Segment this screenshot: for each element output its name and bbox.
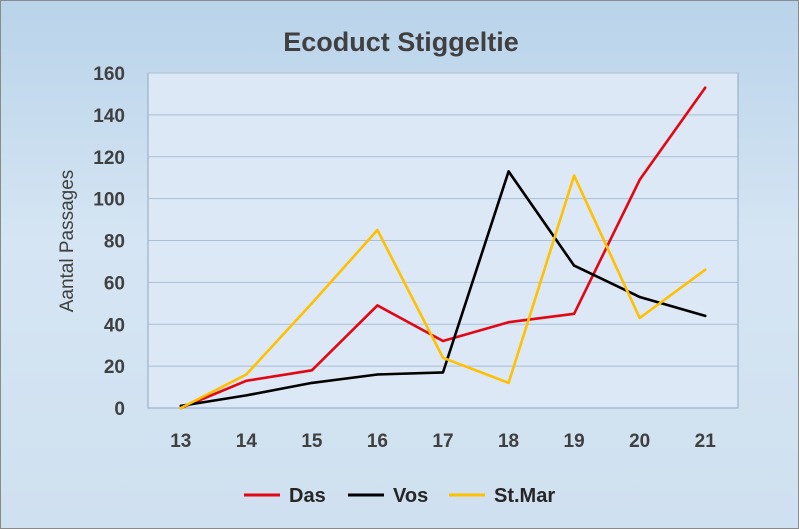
series-2	[179, 174, 707, 410]
data-point	[507, 170, 510, 173]
data-point	[638, 316, 641, 320]
data-point	[704, 314, 707, 318]
data-point	[441, 339, 445, 343]
data-point	[245, 373, 248, 376]
data-point	[441, 356, 445, 359]
x-axis-ticks: 13 14 15 16 17 18 19 20 21	[170, 431, 716, 452]
y-tick-label: 160	[93, 64, 125, 85]
data-point	[704, 268, 707, 272]
data-point	[441, 371, 445, 374]
y-tick-label: 100	[93, 190, 125, 211]
data-point	[310, 369, 314, 372]
y-axis-ticks: 0 20 40 60 80 100 120 140 160	[93, 64, 125, 420]
data-point	[572, 174, 576, 177]
data-point	[704, 86, 707, 89]
x-tick-label: 14	[236, 431, 258, 452]
y-tick-label: 60	[104, 273, 125, 294]
data-point	[245, 379, 248, 382]
y-tick-label: 0	[114, 399, 125, 420]
x-tick-label: 18	[498, 431, 519, 452]
x-tick-label: 17	[432, 431, 453, 452]
data-point	[572, 264, 576, 267]
x-tick-label: 19	[564, 431, 585, 452]
data-point	[507, 381, 510, 385]
data-point	[507, 320, 510, 324]
data-point	[245, 394, 248, 397]
x-tick-label: 21	[695, 431, 717, 452]
x-tick-label: 16	[367, 431, 388, 452]
series-1	[179, 170, 707, 408]
chart-title: Ecoduct Stiggeltie	[283, 27, 519, 57]
y-tick-label: 80	[104, 232, 125, 253]
data-point	[376, 373, 379, 376]
series-lines	[179, 86, 707, 410]
data-point	[638, 295, 641, 299]
y-tick-label: 20	[104, 357, 125, 378]
legend-label: St.Mar	[494, 485, 555, 507]
data-point	[179, 406, 182, 410]
legend-label: Das	[289, 485, 326, 507]
legend-item: Das	[244, 485, 326, 507]
data-point	[638, 178, 641, 181]
y-tick-label: 120	[93, 148, 125, 169]
data-point	[310, 302, 314, 305]
legend: Das Vos St.Mar	[244, 485, 555, 507]
data-point	[376, 228, 379, 232]
y-axis-title: Aantal Passages	[57, 170, 78, 313]
legend-item: Vos	[348, 485, 428, 507]
legend-item: St.Mar	[449, 485, 555, 507]
gridlines	[148, 72, 738, 367]
legend-label: Vos	[393, 485, 428, 507]
x-tick-label: 20	[629, 431, 650, 452]
y-tick-label: 40	[104, 315, 125, 336]
data-point	[376, 304, 379, 307]
y-tick-label: 140	[93, 106, 125, 127]
x-tick-label: 15	[301, 431, 323, 452]
x-tick-label: 13	[170, 431, 191, 452]
data-point	[310, 381, 314, 385]
data-point	[572, 312, 576, 315]
